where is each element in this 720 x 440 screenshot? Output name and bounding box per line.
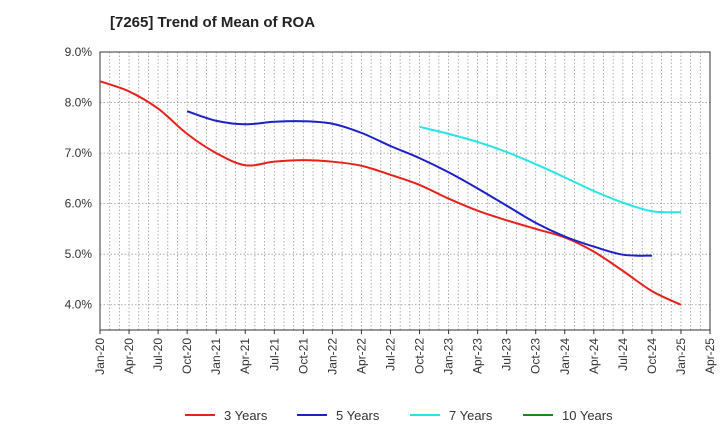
- x-tick-label: Jan-24: [558, 338, 572, 375]
- x-tick-label: Jan-21: [209, 338, 223, 375]
- x-tick-label: Apr-21: [238, 338, 252, 374]
- x-tick-label: Apr-25: [703, 338, 717, 374]
- x-tick-label: Jul-23: [500, 338, 514, 371]
- y-tick-label: 7.0%: [65, 146, 93, 160]
- legend-label-5-years: 5 Years: [336, 408, 380, 423]
- y-tick-label: 5.0%: [65, 247, 93, 261]
- series-line-3-years: [99, 80, 682, 306]
- x-tick-label: Oct-23: [529, 338, 543, 374]
- x-tick-label: Jan-25: [674, 338, 688, 375]
- x-tick-label: Oct-21: [296, 338, 310, 374]
- x-tick-label: Oct-22: [413, 338, 427, 374]
- plot-area: [100, 52, 710, 330]
- x-tick-label: Apr-22: [354, 338, 368, 374]
- x-tick-label: Apr-23: [471, 338, 485, 374]
- y-tick-label: 8.0%: [65, 96, 93, 110]
- series-line-7-years: [419, 125, 681, 214]
- y-tick-label: 4.0%: [65, 298, 93, 312]
- x-tick-label: Jul-21: [267, 338, 281, 371]
- x-tick-label: Jan-20: [93, 338, 107, 375]
- legend-label-10-years: 10 Years: [562, 408, 613, 423]
- legend-label-7-years: 7 Years: [449, 408, 493, 423]
- x-tick-label: Jul-24: [616, 338, 630, 371]
- y-tick-label: 9.0%: [65, 45, 93, 59]
- x-tick-label: Oct-24: [645, 338, 659, 374]
- x-tick-label: Apr-24: [587, 338, 601, 374]
- series-line-5-years: [186, 110, 652, 257]
- plot-frame: [99, 51, 711, 331]
- legend-label-3-years: 3 Years: [224, 408, 268, 423]
- x-tick-label: Jan-22: [325, 338, 339, 375]
- chart-title: [7265] Trend of Mean of ROA: [110, 14, 316, 31]
- x-tick-label: Jan-23: [442, 338, 456, 375]
- y-tick-label: 6.0%: [65, 197, 93, 211]
- x-tick-label: Jul-22: [383, 338, 397, 371]
- x-tick-label: Oct-20: [180, 338, 194, 374]
- x-tick-label: Apr-20: [122, 338, 136, 374]
- x-tick-label: Jul-20: [151, 338, 165, 371]
